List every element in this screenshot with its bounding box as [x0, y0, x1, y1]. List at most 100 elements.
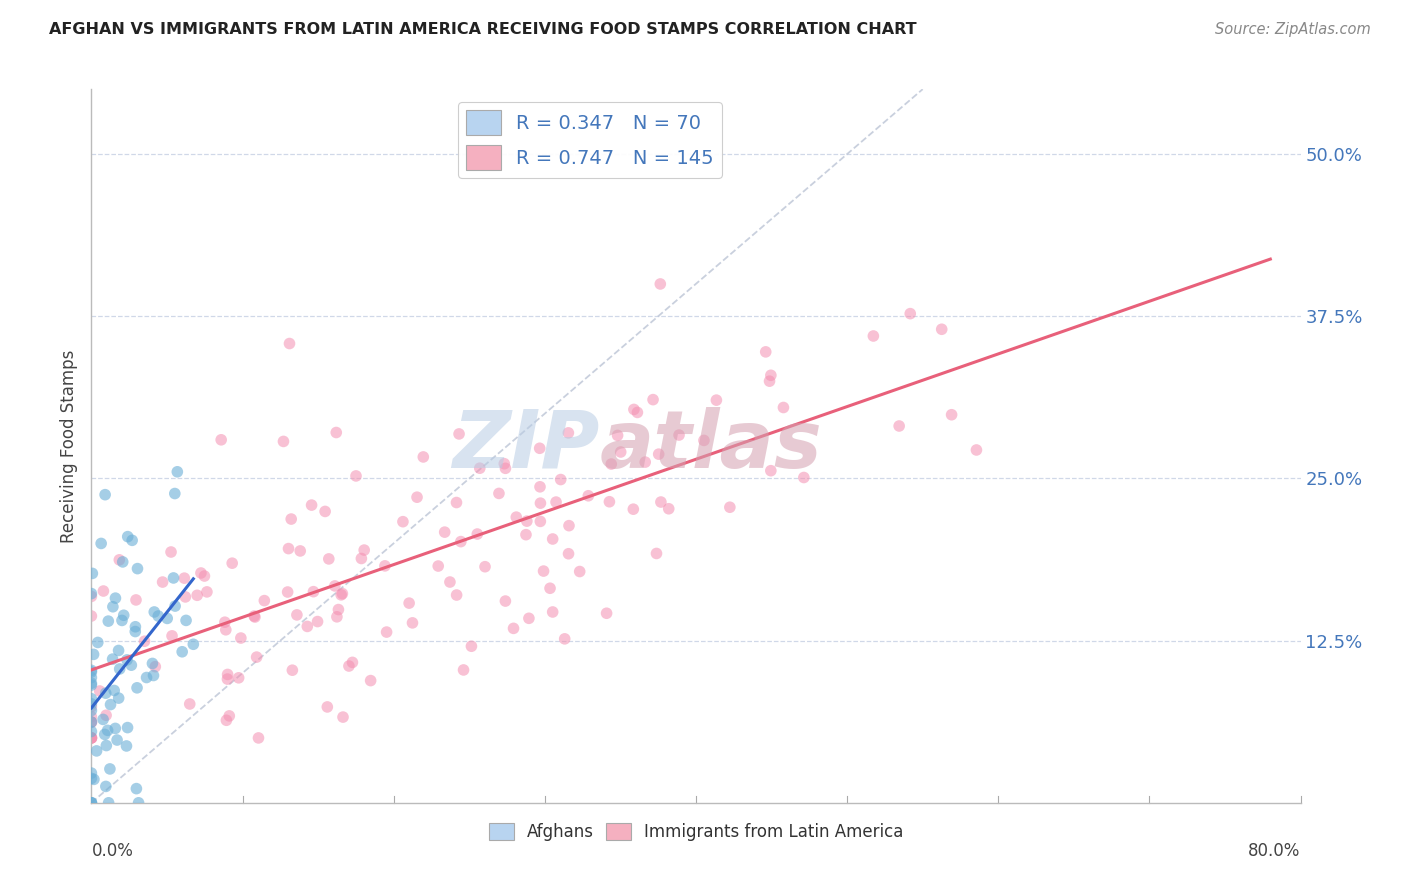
Point: [80, 796, 103, 810]
Point: [163, 486, 186, 500]
Point: [541, 532, 564, 546]
Point: [209, 433, 232, 447]
Point: [217, 672, 239, 686]
Text: ZIP: ZIP: [451, 407, 599, 485]
Point: [558, 518, 581, 533]
Point: [557, 547, 579, 561]
Point: [965, 442, 987, 457]
Point: [332, 587, 354, 601]
Point: [658, 501, 681, 516]
Point: [174, 590, 197, 604]
Point: [517, 611, 540, 625]
Point: [108, 662, 131, 676]
Point: [941, 408, 963, 422]
Point: [278, 336, 301, 351]
Point: [641, 392, 664, 407]
Point: [94, 780, 117, 794]
Point: [645, 546, 668, 560]
Point: [120, 658, 142, 673]
Point: [253, 593, 276, 607]
Point: [538, 581, 561, 595]
Point: [80, 731, 103, 745]
Point: [344, 469, 367, 483]
Point: [623, 402, 645, 417]
Point: [488, 486, 510, 500]
Point: [290, 544, 312, 558]
Point: [502, 621, 524, 635]
Point: [576, 489, 599, 503]
Point: [609, 445, 631, 459]
Point: [83, 648, 105, 662]
Point: [101, 652, 124, 666]
Point: [772, 401, 794, 415]
Point: [494, 461, 516, 475]
Point: [80, 772, 103, 786]
Point: [314, 504, 336, 518]
Point: [529, 480, 551, 494]
Point: [557, 425, 579, 440]
Point: [544, 495, 567, 509]
Point: [634, 455, 657, 469]
Point: [301, 498, 323, 512]
Point: [931, 322, 953, 336]
Point: [332, 710, 354, 724]
Point: [862, 329, 884, 343]
Point: [80, 731, 103, 745]
Point: [160, 629, 183, 643]
Point: [529, 442, 551, 456]
Point: [94, 686, 117, 700]
Point: [80, 796, 103, 810]
Point: [94, 488, 117, 502]
Point: [433, 525, 456, 540]
Point: [91, 713, 114, 727]
Point: [183, 637, 205, 651]
Point: [280, 512, 302, 526]
Point: [693, 434, 716, 448]
Point: [406, 490, 429, 504]
Point: [89, 684, 111, 698]
Point: [759, 368, 782, 383]
Point: [221, 556, 243, 570]
Point: [718, 500, 741, 515]
Point: [215, 713, 238, 727]
Point: [353, 543, 375, 558]
Point: [474, 559, 496, 574]
Point: [515, 527, 537, 541]
Point: [124, 620, 146, 634]
Point: [554, 632, 576, 646]
Point: [450, 534, 472, 549]
Point: [529, 496, 551, 510]
Point: [889, 419, 911, 434]
Point: [598, 494, 620, 508]
Point: [134, 634, 156, 648]
Point: [80, 710, 103, 724]
Point: [273, 434, 295, 449]
Point: [228, 671, 250, 685]
Point: [374, 558, 396, 573]
Point: [214, 615, 236, 630]
Point: [142, 668, 165, 682]
Text: atlas: atlas: [599, 407, 823, 485]
Point: [143, 659, 166, 673]
Point: [94, 727, 117, 741]
Point: [505, 510, 527, 524]
Point: [80, 715, 103, 730]
Point: [277, 541, 299, 556]
Point: [307, 615, 329, 629]
Point: [447, 426, 470, 441]
Point: [229, 631, 252, 645]
Point: [285, 607, 308, 622]
Point: [215, 623, 238, 637]
Point: [80, 665, 103, 679]
Point: [156, 611, 179, 625]
Point: [104, 591, 127, 606]
Point: [533, 564, 555, 578]
Point: [375, 625, 398, 640]
Point: [115, 739, 138, 753]
Point: [218, 709, 240, 723]
Point: [186, 588, 208, 602]
Point: [80, 724, 103, 739]
Point: [297, 619, 319, 633]
Point: [80, 664, 103, 678]
Point: [107, 691, 129, 706]
